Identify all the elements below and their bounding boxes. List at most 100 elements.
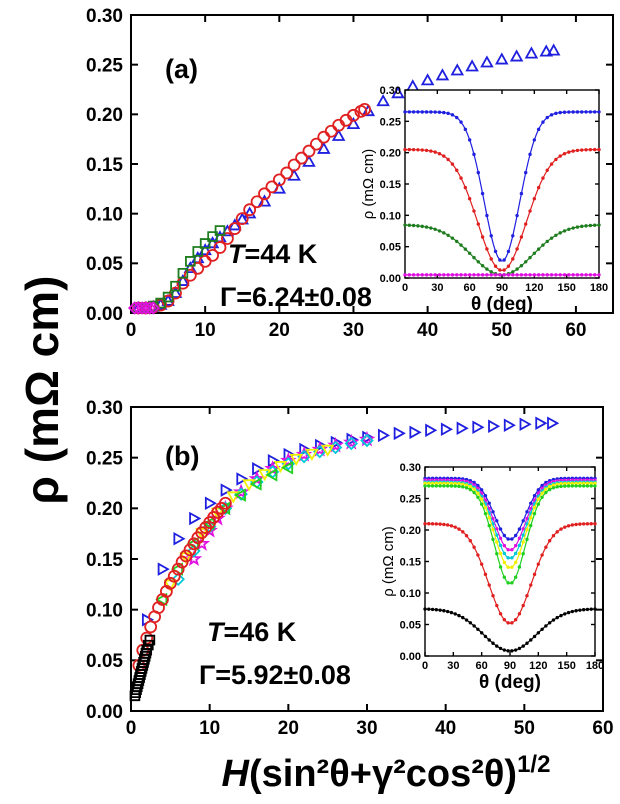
panel-a-inset-y-tick-label: 0.05 — [380, 242, 401, 254]
panel-b-inset-point — [445, 484, 450, 488]
panel-a-inset-point — [446, 233, 450, 237]
panel-a-inset-point — [515, 213, 519, 218]
panel-b-inset-point — [453, 612, 457, 616]
panel-a-inset-point — [558, 273, 562, 277]
panel-b-inset-point — [510, 547, 514, 552]
panel-a-series-1-point — [347, 108, 360, 122]
panel-a-inset-point — [403, 223, 407, 227]
panel-b-inset-point — [563, 525, 567, 529]
panel-b-axis-x-tick-label: 0 — [126, 718, 137, 739]
panel-a-series-0-point — [480, 55, 494, 68]
panel-b-inset-point — [434, 481, 439, 486]
panel-b-series-0-point — [440, 422, 454, 437]
panel-b-inset-point — [521, 540, 525, 544]
panel-b-inset-x-tick-label: 180 — [586, 660, 604, 672]
panel-b-inset-point — [536, 502, 541, 506]
panel-b-inset-point — [513, 618, 518, 622]
panel-b-inset-point — [521, 644, 525, 648]
panel-a-temperature-annotation: T=44 K — [228, 239, 318, 269]
panel-a-inset-point — [575, 148, 580, 153]
panel-b-inset-point — [540, 491, 544, 495]
panel-a-inset-point — [536, 185, 541, 190]
panel-a-inset-point — [545, 115, 549, 120]
panel-b-inset-point — [525, 510, 529, 514]
panel-b-inset-point — [498, 646, 503, 651]
panel-b-inset-point — [487, 583, 491, 587]
panel-b-series-0-point — [409, 425, 422, 440]
panel-b-inset-point — [506, 556, 510, 560]
panel-b-inset-point — [578, 484, 582, 488]
panel-b-inset-point — [555, 530, 559, 534]
panel-b-series-0-point — [220, 483, 233, 497]
panel-a-inset-y-tick-label: 0.00 — [380, 273, 401, 285]
panel-b-inset-point — [525, 516, 529, 521]
panel-b-inset-point — [555, 485, 559, 489]
panel-b-inset-point — [445, 609, 450, 614]
panel-a-inset-x-axis-label: θ (deg) — [471, 294, 533, 315]
panel-b-inset-point — [574, 481, 578, 486]
panel-a-inset-x-tick-label: 180 — [590, 282, 608, 294]
panel-b-series-5-point — [218, 496, 232, 510]
panel-b-inset-point — [502, 551, 507, 556]
panel-a-inset-point — [584, 273, 588, 277]
panel-b-inset-point — [487, 501, 491, 505]
panel-b-inset-x-tick-label: 30 — [447, 660, 459, 672]
panel-a-series-1-point — [250, 195, 264, 209]
panel-b-inset-point — [506, 537, 510, 541]
panel-b-series-0-point — [472, 420, 485, 435]
panel-a-inset-point — [506, 264, 511, 268]
panel-a-inset-point — [567, 150, 571, 154]
panel-a-inset-point — [506, 273, 511, 277]
panel-a-inset-point — [549, 162, 554, 166]
panel-a-series-1-point — [295, 151, 308, 165]
panel-a-inset-point — [528, 273, 532, 277]
panel-a-inset-point — [592, 223, 597, 227]
panel-a-inset-point — [584, 110, 588, 114]
panel-a-inset-point — [502, 258, 506, 262]
panel-a-series-1-point — [358, 102, 371, 116]
panel-b-inset-point — [502, 648, 507, 652]
panel-b-inset-point — [472, 545, 476, 549]
panel-a-inset-point — [580, 273, 584, 277]
panel-b-inset-point — [461, 482, 465, 486]
panel-a-series-0-point — [509, 49, 524, 62]
panel-a-inset-y-tick-label: 0.10 — [380, 210, 401, 222]
panel-a-inset-point — [562, 229, 567, 233]
panel-a-inset-point — [532, 251, 537, 256]
panel-b-axis-x-tick-label: 30 — [356, 718, 377, 739]
panel-a-axis-y-tick-label: 0.05 — [86, 254, 123, 275]
panel-b-inset-point — [517, 543, 522, 548]
panel-b-axis-y-tick-label: 0.10 — [86, 601, 123, 622]
panel-b-inset-point — [581, 484, 586, 488]
panel-b-panel-label: (b) — [165, 441, 199, 471]
panel-a-inset-x-tick-label: 0 — [402, 282, 408, 294]
panel-a-series-2-point — [185, 256, 196, 267]
panel-a-series-0-point — [450, 63, 465, 76]
panel-a-inset-point — [485, 247, 489, 251]
panel-b-inset-point — [547, 621, 552, 625]
panel-b-series-5-point — [163, 576, 177, 590]
panel-b-inset-point — [593, 481, 597, 486]
panel-b-inset-x-tick-label: 0 — [422, 660, 428, 672]
panel-b-inset-point — [483, 505, 488, 510]
panel-a-inset-point — [411, 147, 416, 152]
panel-b-inset-point — [547, 487, 552, 492]
panel-b-inset-point — [476, 491, 480, 495]
panel-a-inset-point — [536, 247, 541, 251]
panel-b-axis-y-tick-label: 0.00 — [86, 702, 123, 723]
panel-a-inset-point — [515, 273, 519, 277]
panel-b-series-1-point — [342, 433, 360, 450]
panel-a-series-1-point — [317, 130, 331, 144]
panel-b-axis-y-tick-label: 0.05 — [86, 651, 123, 672]
panel-b-axis-y-tick-label: 0.15 — [86, 550, 123, 571]
panel-b-series-2-point — [171, 572, 185, 587]
panel-b-inset-point — [423, 484, 427, 488]
panel-a-inset-point — [437, 229, 442, 233]
panel-a-inset-point — [420, 273, 424, 277]
panel-b-inset-point — [442, 481, 446, 486]
panel-b-inset-point — [570, 484, 575, 488]
panel-b-inset-point — [513, 533, 518, 538]
panel-b-inset-point — [544, 624, 548, 628]
panel-b-inset-point — [427, 607, 431, 611]
panel-a-inset-point — [519, 191, 524, 196]
